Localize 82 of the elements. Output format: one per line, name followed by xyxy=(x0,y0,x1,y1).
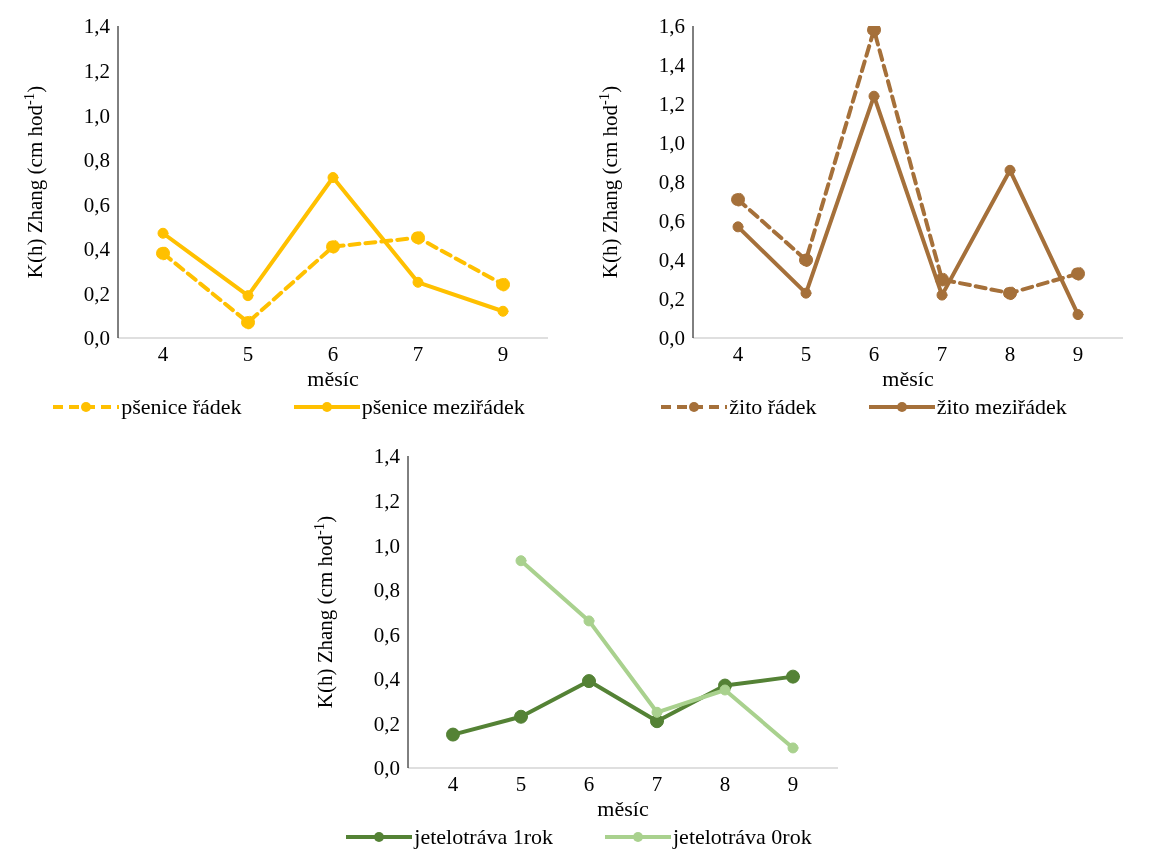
x-tick-label: 8 xyxy=(1004,341,1016,366)
point xyxy=(800,287,812,299)
y-tick-label: 0,2 xyxy=(658,287,685,312)
point xyxy=(156,246,170,261)
x-tick-label: 7 xyxy=(936,341,948,366)
x-tick-label: 4 xyxy=(157,341,169,366)
point xyxy=(1071,266,1085,281)
y-tick-label: 0,6 xyxy=(83,192,110,217)
point xyxy=(936,289,948,301)
point xyxy=(719,684,731,696)
y-tick-label: 1,4 xyxy=(658,53,686,78)
x-axis-title: měsíc xyxy=(882,366,934,391)
legend-label: jetelotráva 1rok xyxy=(414,824,553,850)
point xyxy=(799,253,813,267)
point xyxy=(326,239,340,254)
point xyxy=(327,172,339,184)
y-tick-label: 0,6 xyxy=(373,622,400,647)
y-tick-label: 0,4 xyxy=(658,248,686,273)
point xyxy=(786,669,800,684)
x-tick-label: 9 xyxy=(1072,341,1084,366)
y-tick-label: 1,2 xyxy=(373,489,400,514)
x-tick-label: 6 xyxy=(583,771,595,796)
legend-label: jetelotráva 0rok xyxy=(673,824,812,850)
point xyxy=(412,276,424,288)
y-tick-label: 0,8 xyxy=(658,170,685,195)
point xyxy=(241,315,255,330)
point xyxy=(496,277,510,292)
y-tick-label: 0,6 xyxy=(658,209,685,234)
point xyxy=(514,709,528,724)
point xyxy=(446,727,460,742)
point xyxy=(651,706,663,718)
x-tick-label: 6 xyxy=(327,341,339,366)
point xyxy=(1003,286,1017,301)
y-tick-label: 1,2 xyxy=(658,92,685,117)
x-tick-label: 4 xyxy=(732,341,744,366)
x-tick-label: 7 xyxy=(651,771,663,796)
point xyxy=(1072,309,1084,321)
x-tick-label: 5 xyxy=(800,341,812,366)
point xyxy=(732,221,744,233)
point xyxy=(515,555,527,567)
x-axis-title: měsíc xyxy=(597,796,649,821)
legend-label: žito meziřádek xyxy=(936,394,1067,420)
x-tick-label: 9 xyxy=(497,341,509,366)
x-tick-label: 7 xyxy=(412,341,424,366)
y-tick-label: 0,0 xyxy=(373,756,400,781)
point xyxy=(731,192,745,207)
x-tick-label: 8 xyxy=(719,771,731,796)
x-tick-label: 5 xyxy=(515,771,527,796)
point xyxy=(787,742,799,754)
y-tick-label: 0,2 xyxy=(373,711,400,736)
point xyxy=(411,230,425,245)
point xyxy=(582,674,596,689)
y-tick-label: 0,4 xyxy=(373,667,401,692)
point xyxy=(497,305,509,317)
y-tick-label: 1,2 xyxy=(83,59,110,84)
y-tick-label: 0,8 xyxy=(83,148,110,173)
point xyxy=(583,615,595,627)
point xyxy=(868,90,880,102)
y-tick-label: 0,4 xyxy=(83,237,111,262)
x-tick-label: 5 xyxy=(242,341,254,366)
legend-label: žito řádek xyxy=(729,394,817,420)
x-tick-label: 9 xyxy=(787,771,799,796)
point xyxy=(867,26,881,37)
y-tick-label: 1,0 xyxy=(373,533,400,558)
x-tick-label: 6 xyxy=(868,341,880,366)
y-tick-label: 0,8 xyxy=(373,578,400,603)
y-tick-label: 0,0 xyxy=(658,326,685,351)
y-tick-label: 1,4 xyxy=(83,14,111,39)
y-tick-label: 0,0 xyxy=(83,326,110,351)
point xyxy=(1004,164,1016,176)
legend-label: pšenice meziřádek xyxy=(361,394,525,420)
point xyxy=(157,227,169,239)
y-tick-label: 1,4 xyxy=(373,444,401,469)
y-tick-label: 1,0 xyxy=(83,103,110,128)
y-tick-label: 1,0 xyxy=(658,131,685,156)
legend-label: pšenice řádek xyxy=(121,394,242,420)
point xyxy=(935,272,949,287)
x-tick-label: 4 xyxy=(447,771,459,796)
y-tick-label: 1,6 xyxy=(658,14,685,39)
y-tick-label: 0,2 xyxy=(83,281,110,306)
x-axis-title: měsíc xyxy=(307,366,359,391)
point xyxy=(242,290,254,302)
